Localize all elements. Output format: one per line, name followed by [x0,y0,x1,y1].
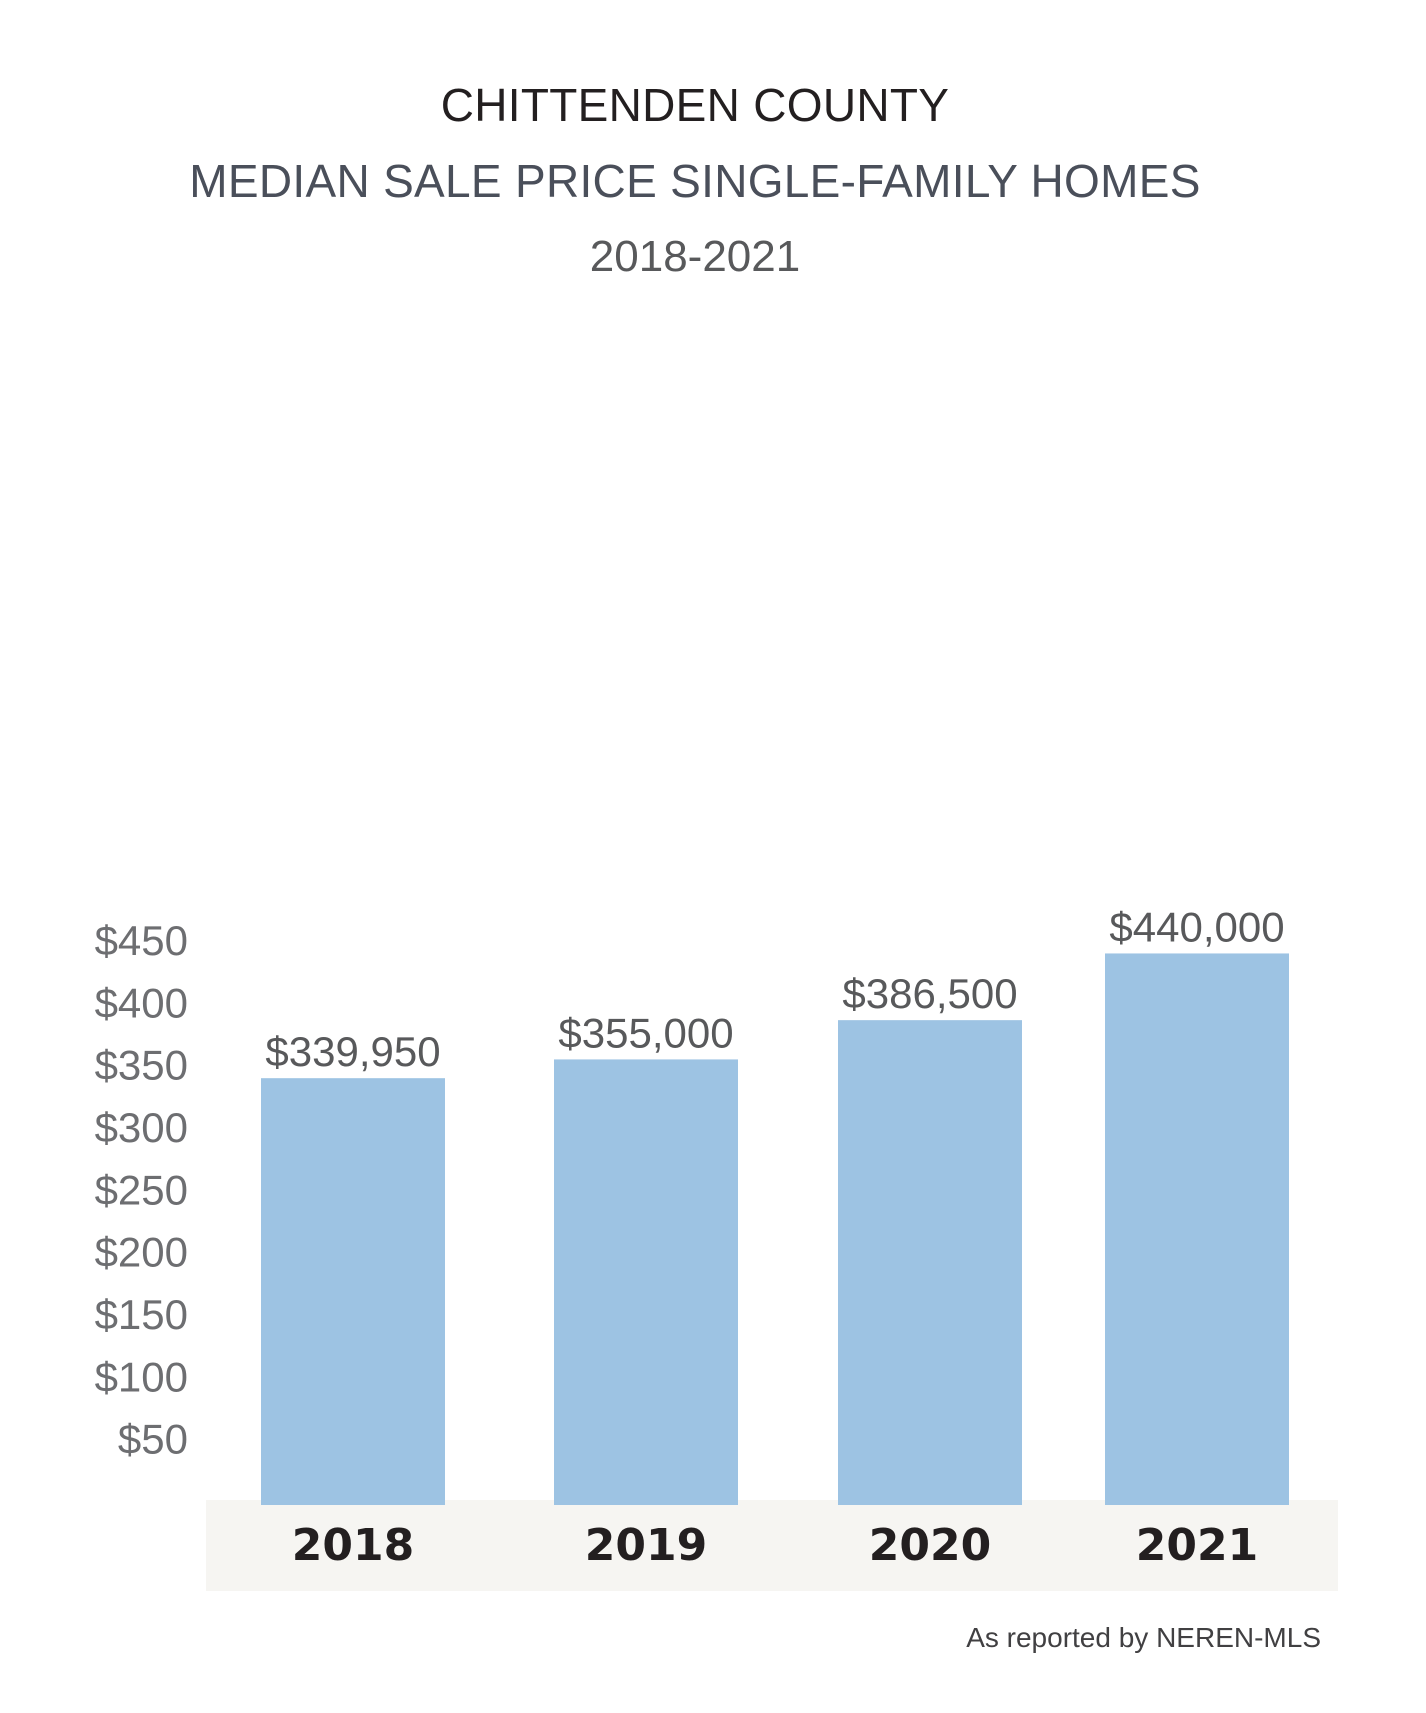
bar [261,1078,445,1505]
y-tick-label: $300 [95,1104,188,1151]
x-tick-label: 2021 [1136,1520,1258,1571]
y-tick-label: $50 [118,1416,188,1463]
bar [554,1059,738,1505]
y-tick-label: $350 [95,1042,188,1089]
chart-subtitle: MEDIAN SALE PRICE SINGLE-FAMILY HOMES [189,155,1201,207]
y-tick-label: $100 [95,1353,188,1400]
y-tick-label: $400 [95,979,188,1026]
x-tick-label: 2020 [869,1520,991,1571]
x-tick-label: 2018 [292,1520,414,1571]
chart-title: CHITTENDEN COUNTY [440,79,950,131]
x-axis-band [206,1500,1338,1591]
bar [838,1020,1022,1505]
y-tick-label: $200 [95,1229,188,1276]
y-tick-label: $250 [95,1166,188,1213]
bar-value-label: $440,000 [1109,903,1284,950]
y-tick-label: $450 [95,917,188,964]
source-footnote: As reported by NEREN-MLS [966,1622,1321,1653]
bar-value-label: $386,500 [842,970,1017,1017]
chart-period: 2018-2021 [589,232,801,281]
y-tick-label: $150 [95,1291,188,1338]
bar [1105,953,1289,1505]
bar-value-label: $355,000 [558,1009,733,1056]
bar-value-label: $339,950 [265,1028,440,1075]
x-tick-label: 2019 [585,1520,707,1571]
